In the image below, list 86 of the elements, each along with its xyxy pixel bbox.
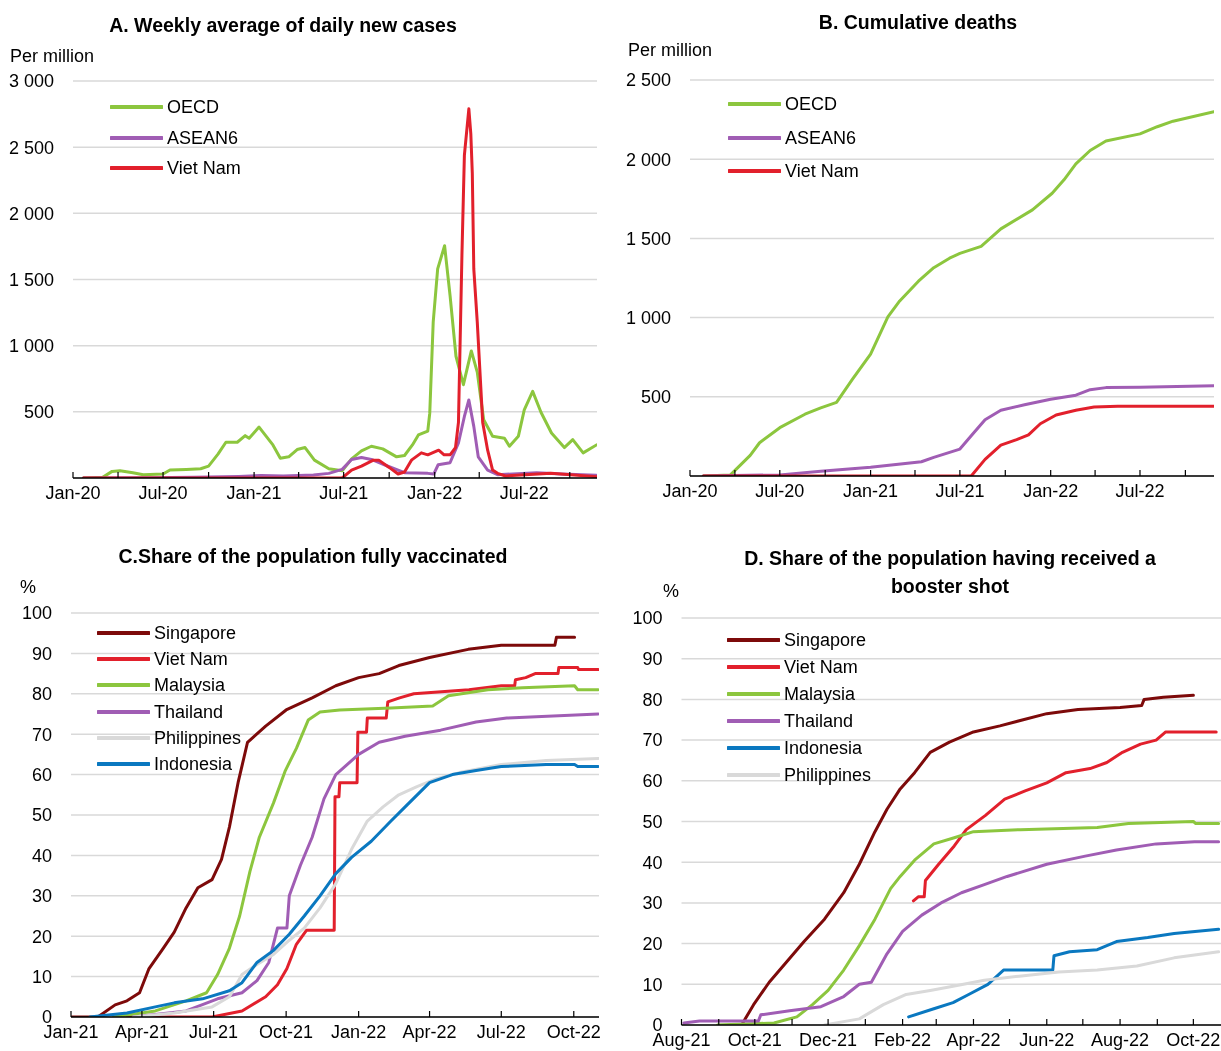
legend-label: Philippines bbox=[154, 727, 242, 748]
y-tick-label: 20 bbox=[31, 926, 52, 947]
y-tick-label: 40 bbox=[642, 852, 663, 873]
line-series bbox=[701, 384, 1214, 476]
y-tick-label: 1 000 bbox=[8, 336, 54, 357]
x-tick-label: Jul-21 bbox=[189, 1021, 239, 1042]
x-tick-label: Jun-22 bbox=[1019, 1029, 1075, 1050]
legend-label: Malaysia bbox=[154, 675, 226, 696]
line-series bbox=[911, 730, 1218, 903]
y-tick-label: 70 bbox=[642, 730, 663, 751]
legend-label: Singapore bbox=[154, 622, 237, 643]
legend-label: ASEAN6 bbox=[785, 127, 857, 148]
y-tick-label: 70 bbox=[31, 724, 52, 745]
legend-label: OECD bbox=[785, 94, 838, 114]
y-tick-label: 30 bbox=[642, 893, 663, 914]
y-tick-label: 1 500 bbox=[8, 269, 54, 290]
y-tick-label: 500 bbox=[640, 387, 671, 408]
legend-label: Philippines bbox=[784, 765, 872, 785]
chart-title: A. Weekly average of daily new cases bbox=[108, 13, 458, 38]
y-axis-title: Per million bbox=[10, 46, 95, 66]
y-tick-label: 500 bbox=[23, 402, 54, 423]
x-tick-label: Jan-21 bbox=[843, 480, 899, 501]
line-series bbox=[907, 927, 1221, 1019]
y-axis-title: Per million bbox=[628, 40, 713, 60]
x-tick-label: Jul-22 bbox=[499, 482, 549, 503]
x-tick-label: Jul-22 bbox=[1115, 480, 1165, 501]
x-tick-label: Jul-20 bbox=[138, 482, 188, 503]
x-tick-label: Apr-21 bbox=[114, 1021, 169, 1042]
y-tick-label: 100 bbox=[21, 603, 52, 624]
y-tick-label: 2 000 bbox=[625, 149, 671, 170]
legend-label: Viet Nam bbox=[785, 161, 859, 181]
chart-title: D. Share of the population having received a booster shot bbox=[743, 546, 1157, 599]
x-tick-label: Jul-20 bbox=[755, 480, 805, 501]
y-tick-label: 1 000 bbox=[625, 307, 671, 328]
legend-label: OECD bbox=[167, 97, 220, 117]
x-tick-label: Oct-21 bbox=[727, 1029, 782, 1050]
legend-label: Singapore bbox=[784, 630, 867, 650]
y-tick-label: 3 000 bbox=[8, 71, 54, 92]
legend-label: Indonesia bbox=[784, 738, 863, 758]
y-axis-title: % bbox=[20, 577, 37, 597]
y-tick-label: 50 bbox=[31, 805, 52, 826]
x-tick-label: Jul-21 bbox=[319, 482, 369, 503]
y-tick-label: 100 bbox=[632, 608, 663, 629]
x-tick-label: Apr-22 bbox=[946, 1029, 1001, 1050]
y-tick-label: 90 bbox=[642, 649, 663, 670]
y-tick-label: 2 000 bbox=[8, 203, 54, 224]
x-tick-label: Oct-22 bbox=[1166, 1029, 1221, 1050]
y-tick-label: 2 500 bbox=[625, 70, 671, 91]
x-tick-label: Jan-22 bbox=[407, 482, 463, 503]
x-tick-label: Jan-22 bbox=[1023, 480, 1079, 501]
y-tick-label: 10 bbox=[642, 974, 663, 995]
legend-label: Viet Nam bbox=[167, 158, 241, 178]
x-tick-label: Aug-22 bbox=[1091, 1029, 1150, 1050]
x-tick-label: Jan-20 bbox=[45, 482, 101, 503]
y-tick-label: 60 bbox=[31, 764, 52, 785]
y-tick-label: 20 bbox=[642, 933, 663, 954]
y-tick-label: 60 bbox=[642, 771, 663, 792]
y-tick-label: 30 bbox=[31, 886, 52, 907]
x-tick-label: Dec-21 bbox=[799, 1029, 858, 1050]
chart-title: B. Cumulative deaths bbox=[817, 10, 1019, 35]
x-tick-label: Jan-22 bbox=[331, 1021, 387, 1042]
legend-label: Viet Nam bbox=[154, 649, 228, 670]
legend-label: Indonesia bbox=[154, 753, 233, 774]
x-tick-label: Jul-21 bbox=[935, 480, 985, 501]
y-tick-label: 40 bbox=[31, 845, 52, 866]
chart-title: C.Share of the population fully vaccinated bbox=[117, 544, 509, 569]
y-tick-label: 80 bbox=[642, 689, 663, 710]
x-tick-label: Apr-22 bbox=[402, 1021, 457, 1042]
x-tick-label: Jan-21 bbox=[226, 482, 282, 503]
y-tick-label: 1 500 bbox=[625, 228, 671, 249]
legend-label: Viet Nam bbox=[784, 657, 858, 677]
x-tick-label: Oct-22 bbox=[546, 1021, 601, 1042]
legend-label: Thailand bbox=[784, 711, 854, 731]
y-tick-label: 10 bbox=[31, 966, 52, 987]
y-axis-title: % bbox=[663, 581, 680, 601]
x-tick-label: Jan-20 bbox=[662, 480, 718, 501]
x-tick-label: Feb-22 bbox=[874, 1029, 932, 1050]
legend-label: Malaysia bbox=[784, 684, 856, 704]
y-tick-label: 2 500 bbox=[8, 137, 54, 158]
x-tick-label: Oct-21 bbox=[259, 1021, 314, 1042]
y-tick-label: 50 bbox=[642, 811, 663, 832]
y-tick-label: 90 bbox=[31, 643, 52, 664]
legend-label: Thailand bbox=[154, 701, 224, 722]
x-tick-label: Jul-22 bbox=[476, 1021, 526, 1042]
legend-label: ASEAN6 bbox=[167, 127, 239, 148]
y-tick-label: 80 bbox=[31, 684, 52, 705]
